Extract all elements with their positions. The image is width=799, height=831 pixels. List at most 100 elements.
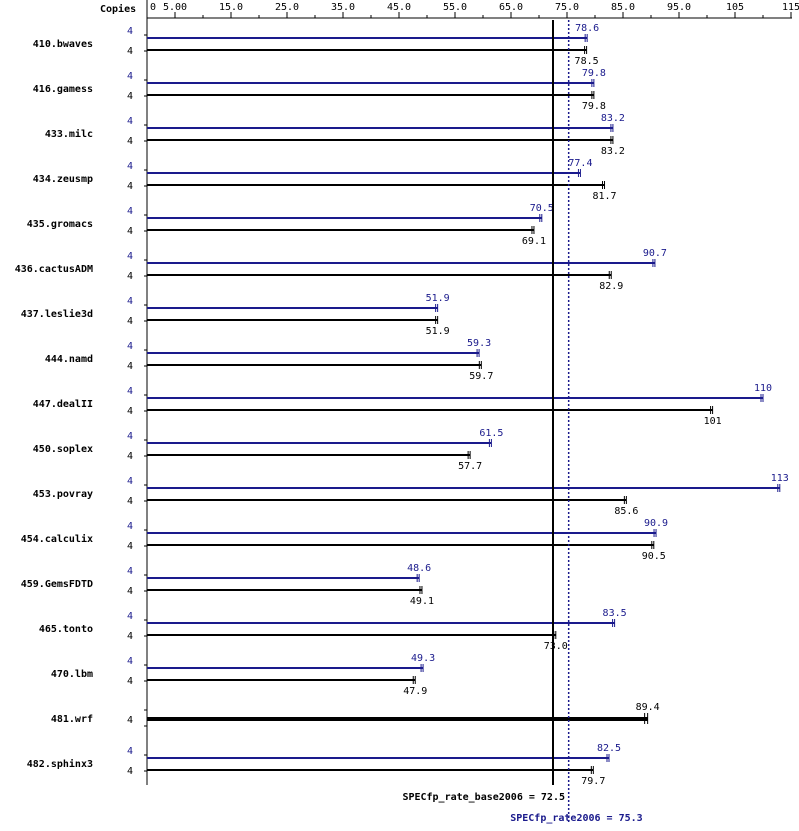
base-copies: 4 xyxy=(127,226,133,237)
x-tick-label: 5.00 xyxy=(163,2,187,13)
summary-lines: SPECfp_rate_base2006 = 72.5 SPECfp_rate20… xyxy=(402,20,643,824)
peak-copies: 4 xyxy=(127,611,133,622)
benchmark-row: 470.lbm 4 49.3 4 47.9 xyxy=(51,653,435,697)
peak-copies: 4 xyxy=(127,566,133,577)
peak-value-label: 113 xyxy=(771,473,789,484)
base-value-label: 49.1 xyxy=(410,596,434,607)
peak-copies: 4 xyxy=(127,71,133,82)
peak-value-label: 48.6 xyxy=(407,563,431,574)
peak-value-label: 61.5 xyxy=(479,428,503,439)
peak-copies: 4 xyxy=(127,251,133,262)
peak-copies: 4 xyxy=(127,341,133,352)
base-copies: 4 xyxy=(127,766,133,777)
benchmark-row: 436.cactusADM 4 90.7 4 82.9 xyxy=(15,248,667,292)
base-copies: 4 xyxy=(127,586,133,597)
peak-copies: 4 xyxy=(127,746,133,757)
benchmark-row: 453.povray 4 113 4 85.6 xyxy=(33,473,789,517)
base-copies: 4 xyxy=(127,316,133,327)
base-copies: 4 xyxy=(127,496,133,507)
base-copies: 4 xyxy=(127,91,133,102)
peak-copies: 4 xyxy=(127,161,133,172)
base-copies: 4 xyxy=(127,361,133,372)
x-tick-label: 0 xyxy=(150,2,156,13)
base-copies: 4 xyxy=(127,451,133,462)
benchmark-row: 416.gamess 4 79.8 4 79.8 xyxy=(33,68,606,112)
peak-copies: 4 xyxy=(127,386,133,397)
peak-value-label: 110 xyxy=(754,383,772,394)
benchmark-row: 444.namd 4 59.3 4 59.7 xyxy=(45,338,494,382)
benchmark-rows: 410.bwaves 4 78.6 4 78.5 416.gamess 4 79.8 4 79.8… xyxy=(15,23,789,787)
peak-value-label: 79.8 xyxy=(582,68,606,79)
benchmark-name: 481.wrf xyxy=(51,714,93,725)
base-value-label: 59.7 xyxy=(469,371,493,382)
x-tick-label: 75.0 xyxy=(555,2,579,13)
base-copies: 4 xyxy=(127,271,133,282)
x-tick-label: 15.0 xyxy=(219,2,243,13)
base-copies: 4 xyxy=(127,631,133,642)
peak-value-label: 49.3 xyxy=(411,653,435,664)
benchmark-row: 459.GemsFDTD 4 48.6 4 49.1 xyxy=(21,563,434,607)
peak-copies: 4 xyxy=(127,116,133,127)
base-copies: 4 xyxy=(127,541,133,552)
x-tick-label: 95.0 xyxy=(667,2,691,13)
base-copies: 4 xyxy=(127,406,133,417)
x-tick-label: 85.0 xyxy=(611,2,635,13)
peak-value-label: 51.9 xyxy=(426,293,450,304)
peak-value-label: 77.4 xyxy=(568,158,592,169)
benchmark-row: 433.milc 4 83.2 4 83.2 xyxy=(45,113,625,157)
base-value-label: 69.1 xyxy=(522,236,546,247)
peak-copies: 4 xyxy=(127,431,133,442)
peak-value-label: 90.9 xyxy=(644,518,668,529)
benchmark-name: 433.milc xyxy=(45,128,93,140)
base-copies: 4 xyxy=(127,181,133,192)
peak-value-label: 82.5 xyxy=(597,743,621,754)
benchmark-name: 465.tonto xyxy=(39,624,93,635)
base-value-label: 78.5 xyxy=(575,56,599,67)
benchmark-row: 447.dealII 4 110 4 101 xyxy=(33,383,772,427)
peak-copies: 4 xyxy=(127,26,133,37)
base-copies: 4 xyxy=(127,46,133,57)
x-tick-label: 25.0 xyxy=(275,2,299,13)
x-tick-label: 65.0 xyxy=(499,2,523,13)
benchmark-name: 435.gromacs xyxy=(27,219,93,230)
base-value-label: 47.9 xyxy=(403,686,427,697)
single-value-label: 89.4 xyxy=(636,702,660,713)
benchmark-name: 437.leslie3d xyxy=(21,308,93,320)
peak-copies: 4 xyxy=(127,206,133,217)
benchmark-name: 482.sphinx3 xyxy=(27,758,93,770)
benchmark-name: 447.dealII xyxy=(33,399,93,410)
base-value-label: 82.9 xyxy=(599,281,623,292)
benchmark-name: 434.zeusmp xyxy=(33,174,93,185)
peak-copies: 4 xyxy=(127,656,133,667)
peak-value-label: 83.2 xyxy=(601,113,625,124)
base-value-label: 79.7 xyxy=(581,776,605,787)
peak-value-label: 78.6 xyxy=(575,23,599,34)
benchmark-row: 482.sphinx3 4 82.5 4 79.7 xyxy=(27,743,621,787)
benchmark-name: 444.namd xyxy=(45,354,93,365)
x-tick-label: 35.0 xyxy=(331,2,355,13)
benchmark-name: 410.bwaves xyxy=(33,39,93,50)
benchmark-name: 453.povray xyxy=(33,489,93,500)
benchmark-row: 434.zeusmp 4 77.4 4 81.7 xyxy=(33,158,617,202)
base-value-label: 51.9 xyxy=(426,326,450,337)
benchmark-row: 437.leslie3d 4 51.9 4 51.9 xyxy=(21,293,450,337)
peak-value-label: 70.5 xyxy=(530,203,554,214)
benchmark-row: 481.wrf 4 89.4 xyxy=(51,702,660,727)
base-value-label: 85.6 xyxy=(614,506,638,517)
benchmark-row: 435.gromacs 4 70.5 4 69.1 xyxy=(27,203,554,247)
benchmark-row: 450.soplex 4 61.5 4 57.7 xyxy=(33,428,504,472)
base-value-label: 79.8 xyxy=(582,101,606,112)
base-summary-label: SPECfp_rate_base2006 = 72.5 xyxy=(402,792,565,803)
peak-copies: 4 xyxy=(127,296,133,307)
peak-summary-label: SPECfp_rate2006 = 75.3 xyxy=(510,813,642,824)
base-value-label: 73.0 xyxy=(544,641,568,652)
x-tick-label: 55.0 xyxy=(443,2,467,13)
peak-copies: 4 xyxy=(127,476,133,487)
x-tick-label: 45.0 xyxy=(387,2,411,13)
base-copies: 4 xyxy=(127,136,133,147)
peak-value-label: 83.5 xyxy=(603,608,627,619)
copies-single: 4 xyxy=(127,715,133,726)
